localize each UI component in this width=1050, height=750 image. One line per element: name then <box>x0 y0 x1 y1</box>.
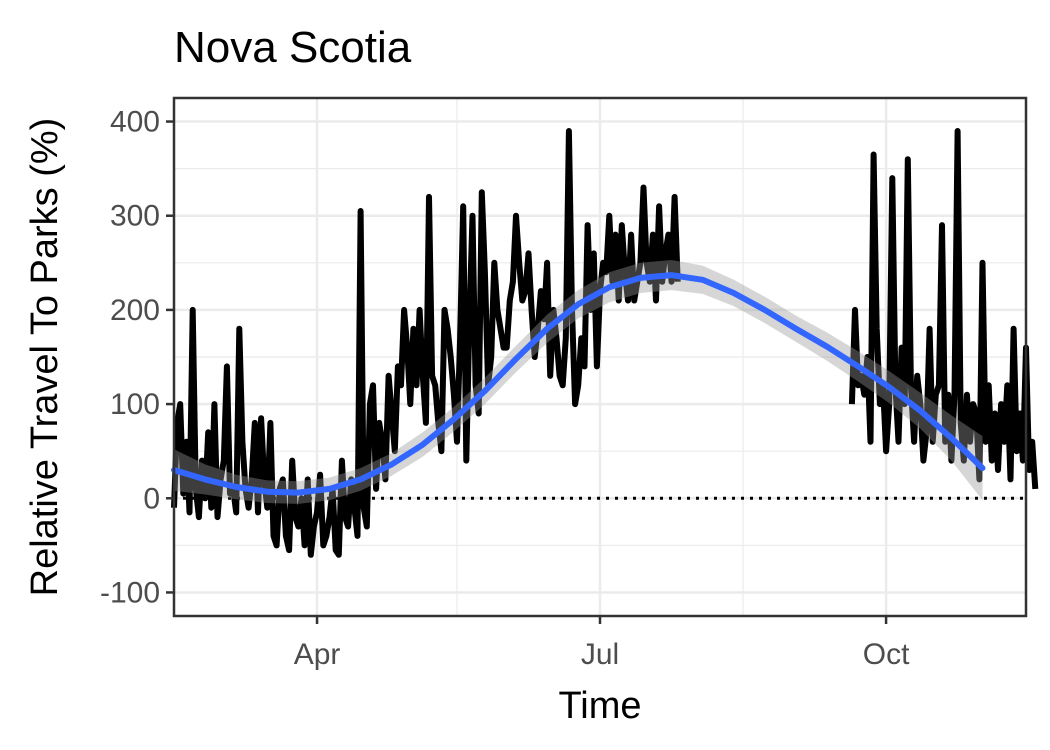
y-tick-label: 400 <box>110 106 160 139</box>
plot-panel: -100 0 100 200 300 400 Apr Jul Oct <box>100 96 1039 671</box>
smooth-trend-line <box>171 272 986 496</box>
y-tick-label: 300 <box>110 200 160 233</box>
chart-title: Nova Scotia <box>174 23 412 72</box>
x-tick-label: Jul <box>581 638 619 671</box>
y-tick-label: 100 <box>110 388 160 421</box>
raw-series-line-2 <box>848 128 1039 490</box>
x-tick-label: Apr <box>294 638 341 671</box>
x-tick-label: Oct <box>863 638 910 671</box>
y-tick-label: 0 <box>143 482 160 515</box>
raw-series-line-1 <box>171 128 681 558</box>
x-axis-title: Time <box>558 685 641 727</box>
y-axis-title: Relative Travel To Parks (%) <box>24 118 66 597</box>
y-tick-label: 200 <box>110 294 160 327</box>
y-tick-label: -100 <box>100 576 160 609</box>
